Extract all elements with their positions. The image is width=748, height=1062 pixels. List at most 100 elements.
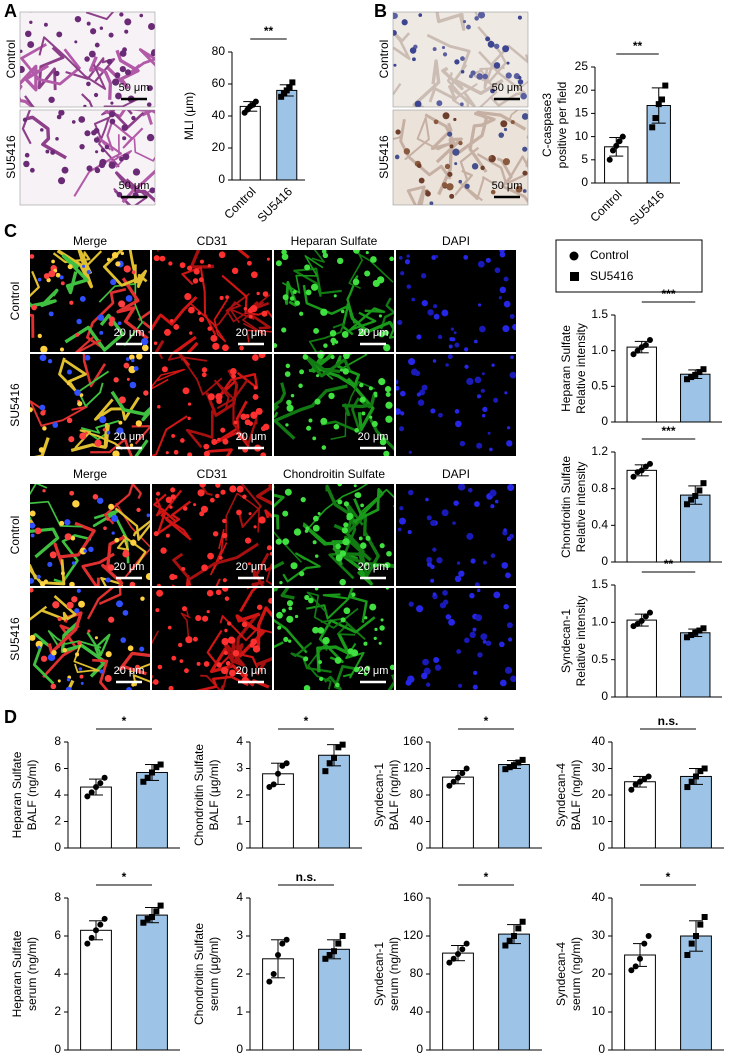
data-point [632,781,639,788]
nucleus [400,390,406,397]
nucleus [464,183,470,189]
data-point [279,762,286,769]
nucleus [181,606,188,612]
nucleus [129,443,134,447]
tissue [274,411,279,419]
scale-bar-label: 20 μm [358,665,389,677]
nucleus [246,260,252,266]
nucleus [203,661,210,667]
nucleus [51,650,57,656]
data-point [144,774,151,781]
nucleus [115,92,122,100]
nucleus [131,115,136,121]
nucleus [308,597,314,604]
nucleus [79,295,86,302]
nucleus [477,652,483,658]
nucleus [253,525,257,529]
tissue [342,354,368,369]
nucleus [197,489,205,497]
nucleus [449,193,455,199]
nucleus [220,427,226,433]
y-tick-label: 0.5 [591,379,608,393]
nucleus [224,596,230,601]
nucleus [110,279,117,286]
nucleus [223,650,228,656]
micrograph [152,484,272,586]
nucleus [30,533,35,538]
nucleus [447,131,453,137]
nucleus [494,499,499,504]
nucleus [108,111,116,118]
nucleus [377,276,385,284]
nucleus [71,120,76,124]
nucleus [298,383,303,388]
tissue [130,48,155,73]
data-point [684,501,691,508]
nucleus [275,260,282,267]
nucleus [49,551,57,559]
nucleus [229,669,236,677]
nucleus [364,270,371,277]
nucleus [117,321,122,326]
nucleus [241,621,248,628]
tissue [74,429,123,450]
scale-bar-label: 20 μm [114,561,145,573]
nucleus [300,496,306,503]
data-point [630,473,637,480]
data-point [275,770,281,777]
nucleus [122,153,130,161]
y-tick-label: 1.0 [591,615,608,629]
y-axis-label: positive per field [555,82,569,169]
data-point [463,765,470,772]
tissue [21,110,32,145]
significance-label: n.s. [658,714,679,728]
y-axis-label: Chondroitin Sulfate [559,456,573,558]
nucleus [412,57,416,62]
nucleus [416,334,422,340]
nucleus [457,484,466,491]
tissue [94,396,141,421]
nucleus [433,304,438,309]
nucleus [406,284,412,289]
nucleus [173,449,179,455]
scale-bar-label: 20 μm [358,431,389,443]
nucleus [522,170,528,176]
micrograph [152,250,272,352]
nucleus [504,391,508,395]
nucleus [446,183,454,191]
y-tick-label: 160 [403,890,423,904]
nucleus [139,13,144,18]
nucleus [148,22,155,31]
significance-label: * [122,714,127,728]
nucleus [84,431,88,435]
micrograph-bg [396,588,516,690]
tissue [30,400,88,427]
scale-bar-label: 20 μm [114,665,145,677]
nucleus [434,255,439,259]
nucleus [361,411,366,416]
nucleus [222,578,227,583]
micrograph [152,354,272,456]
nucleus [106,257,111,262]
data-point [275,952,281,958]
nucleus [389,256,394,262]
nucleus [165,496,173,504]
data-point [278,93,285,100]
x-tick-label: Control [221,184,258,221]
nucleus [406,254,410,258]
nucleus [498,132,505,138]
nucleus [314,588,319,591]
nucleus [167,625,172,630]
tissue [153,493,167,517]
nucleus [248,512,252,516]
nucleus [69,300,74,305]
nucleus [93,127,100,134]
y-axis-label: Relative intensity [574,462,588,553]
y-axis-label: C-caspase3 [540,93,554,157]
data-point [634,620,641,627]
nucleus [78,116,86,123]
tissue [219,615,272,642]
y-tick-label: 10 [592,1004,606,1018]
nucleus [173,574,178,579]
data-point [637,778,643,785]
